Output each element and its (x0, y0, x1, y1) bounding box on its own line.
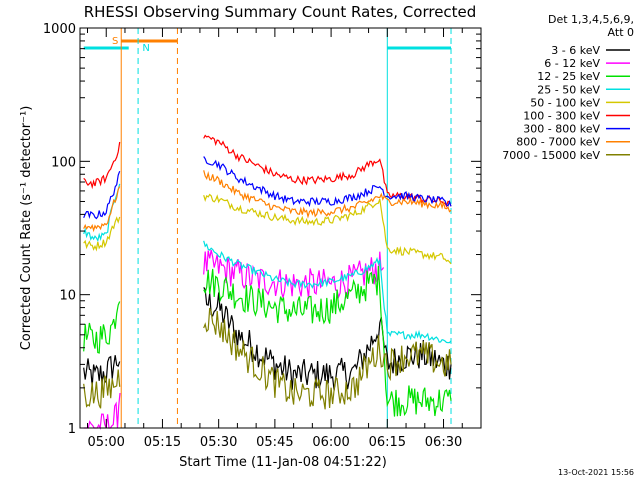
series-line-6-12-kev (203, 249, 385, 300)
saa-label: S (112, 36, 118, 47)
series-line-7000-15000-kev (203, 307, 452, 410)
plot-frame (79, 27, 482, 429)
series-line-12-25-kev (203, 265, 452, 417)
y-tick-label: 1 (68, 422, 76, 437)
series-line-50-100-kev (203, 193, 452, 265)
series-line-25-50-kev (203, 240, 452, 344)
y-tick-label: 100 (51, 155, 76, 170)
y-tick-label: 1000 (43, 22, 76, 37)
series-line-3-6-kev (83, 355, 121, 387)
x-tick-label: 05:15 (144, 435, 181, 450)
series-line-12-25-kev (83, 301, 121, 354)
legend-label: 12 - 25 keV (537, 70, 600, 83)
x-axis-label: Start Time (11-Jan-08 04:51:22) (179, 455, 387, 470)
x-tick-label: 05:00 (87, 435, 124, 450)
legend-label: 100 - 300 keV (523, 110, 600, 123)
y-axis-label: Corrected Count Rate (s⁻¹ detector⁻¹) (19, 106, 34, 351)
timestamp: 13-Oct-2021 15:56 (558, 468, 634, 477)
legend-label: 800 - 7000 keV (516, 136, 600, 149)
x-tick-label: 06:30 (425, 435, 462, 450)
series-line-100-300-kev (83, 141, 121, 190)
legend-label: 6 - 12 keV (544, 57, 600, 70)
series-line-300-800-kev (203, 156, 452, 208)
y-tick-label: 10 (59, 289, 76, 304)
series-line-800-7000-kev (203, 170, 452, 219)
series-line-50-100-kev (83, 216, 121, 252)
legend-label: 300 - 800 keV (523, 123, 600, 136)
series-line-6-12-kev (83, 392, 121, 431)
series-line-800-7000-kev (83, 186, 121, 233)
x-tick-label: 05:45 (256, 435, 293, 450)
y-axis-ticks: 1 10 100 1000 (43, 22, 481, 437)
series-line-300-800-kev (83, 170, 121, 220)
legend-label: 7000 - 15000 keV (502, 149, 600, 162)
series-layer (83, 134, 452, 431)
legend-title-line2: Att 0 (608, 26, 634, 39)
x-axis-ticks: 05:00 05:15 05:30 05:45 06:00 06:15 06:30 (86, 28, 463, 450)
chart-title: RHESSI Observing Summary Count Rates, Co… (84, 3, 477, 21)
night-label: N (142, 43, 149, 54)
series-line-7000-15000-kev (83, 369, 121, 409)
legend-label: 3 - 6 keV (551, 44, 600, 57)
legend-label: 50 - 100 keV (530, 96, 600, 109)
x-tick-label: 05:30 (200, 435, 237, 450)
legend-label: 25 - 50 keV (537, 83, 600, 96)
observing-overlays: SN (83, 28, 452, 428)
series-line-100-300-kev (203, 134, 452, 208)
x-tick-label: 06:00 (312, 435, 349, 450)
x-tick-label: 06:15 (369, 435, 406, 450)
legend-title-line1: Det 1,3,4,5,6,9, (548, 13, 634, 26)
